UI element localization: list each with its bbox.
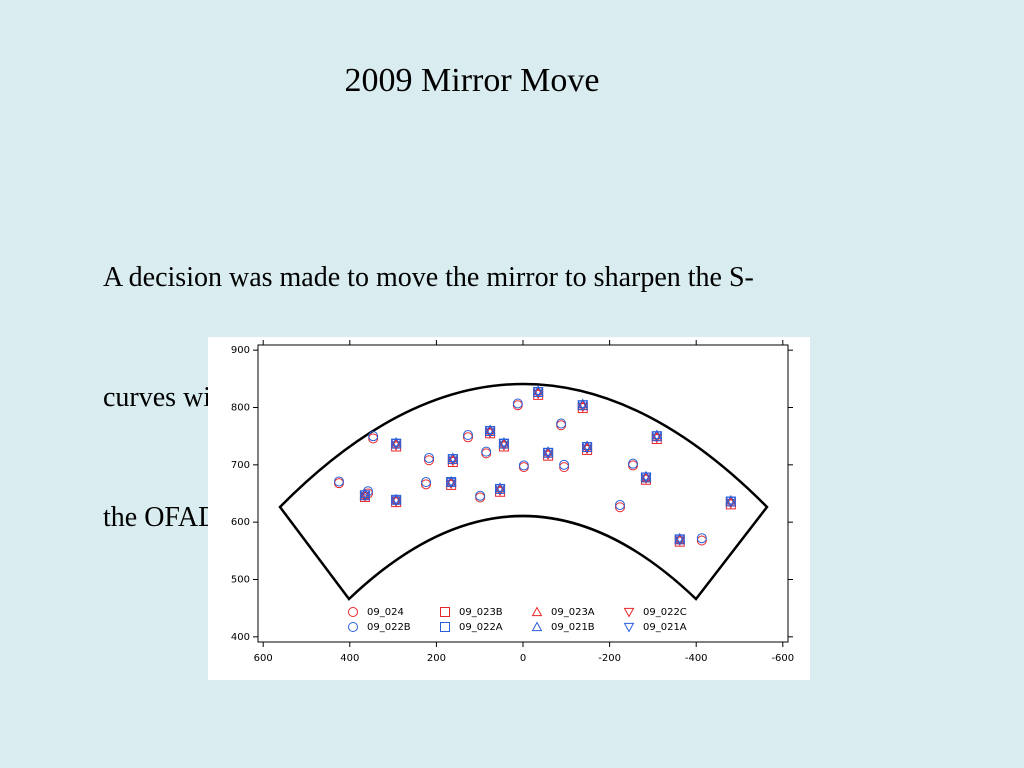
x-tick-label: 200 (427, 653, 446, 664)
legend-marker (623, 622, 635, 633)
point (494, 484, 506, 494)
legend-marker (440, 622, 450, 632)
point (674, 534, 686, 545)
point (445, 475, 457, 486)
x-tick-label: 600 (254, 653, 273, 664)
point (390, 493, 402, 504)
point (577, 398, 589, 409)
point (445, 479, 457, 490)
point (424, 452, 435, 463)
point (640, 474, 652, 485)
point (481, 446, 492, 457)
legend-label: 09_021A (643, 622, 687, 633)
field-outline (278, 382, 769, 601)
y-tick-label: 900 (231, 345, 250, 356)
point (333, 476, 344, 487)
y-tick-label: 600 (231, 517, 250, 528)
point (421, 477, 432, 488)
point (518, 460, 529, 471)
point (542, 446, 554, 456)
legend-marker (348, 622, 358, 632)
legend-label: 09_024 (367, 607, 404, 618)
legend-label: 09_022B (367, 622, 411, 633)
point (614, 502, 625, 513)
point (651, 431, 663, 442)
point (651, 429, 663, 440)
point (532, 387, 544, 397)
legend-label: 09_021B (551, 622, 595, 633)
x-tick-label: 0 (520, 653, 526, 664)
point (475, 490, 486, 501)
x-tick-label: -400 (685, 653, 708, 664)
point (463, 430, 474, 441)
point (498, 436, 510, 447)
point (359, 490, 371, 501)
y-tick-label: 700 (231, 460, 250, 471)
y-tick-label: 800 (231, 402, 250, 413)
legend-marker (531, 621, 543, 632)
point (674, 536, 686, 547)
legend-label: 09_022A (459, 622, 503, 633)
point (559, 459, 570, 470)
point (494, 482, 506, 492)
point (696, 535, 707, 546)
point (640, 470, 652, 481)
y-tick-label: 400 (231, 632, 250, 643)
point (484, 424, 496, 434)
point (556, 418, 567, 429)
point (577, 400, 589, 411)
point (359, 488, 371, 499)
x-tick-label: -200 (598, 653, 621, 664)
chart-background (208, 337, 810, 680)
point (512, 398, 523, 409)
point (498, 438, 510, 449)
point (390, 497, 402, 508)
point (421, 479, 432, 490)
point (447, 454, 459, 465)
point (390, 495, 402, 506)
point (484, 426, 496, 436)
legend-label: 09_023B (459, 607, 503, 618)
point (725, 496, 737, 507)
legend-marker (531, 606, 543, 617)
body-line: A decision was made to move the mirror t… (103, 262, 754, 293)
legend-marker (623, 607, 635, 618)
point (532, 385, 544, 395)
legend-marker (348, 607, 358, 617)
point (725, 494, 737, 505)
point (581, 442, 593, 453)
point (640, 472, 652, 483)
point (542, 448, 554, 458)
slide-title: 2009 Mirror Move (344, 62, 600, 99)
legend-label: 09_022C (643, 607, 687, 618)
x-tick-label: 400 (340, 653, 359, 664)
point (424, 455, 435, 466)
point (368, 431, 379, 442)
point (614, 499, 625, 510)
point (627, 458, 638, 469)
point (445, 477, 457, 488)
legend-label: 09_023A (551, 607, 595, 618)
x-tick-label: -600 (771, 653, 794, 664)
y-tick-label: 500 (231, 575, 250, 586)
point (463, 432, 474, 443)
point (359, 492, 371, 502)
point (696, 533, 707, 544)
point (447, 452, 459, 463)
point (559, 462, 570, 473)
point (581, 440, 593, 451)
point (674, 532, 686, 543)
point (390, 436, 402, 447)
point (368, 433, 379, 444)
point (390, 438, 402, 449)
legend-marker (440, 607, 450, 617)
